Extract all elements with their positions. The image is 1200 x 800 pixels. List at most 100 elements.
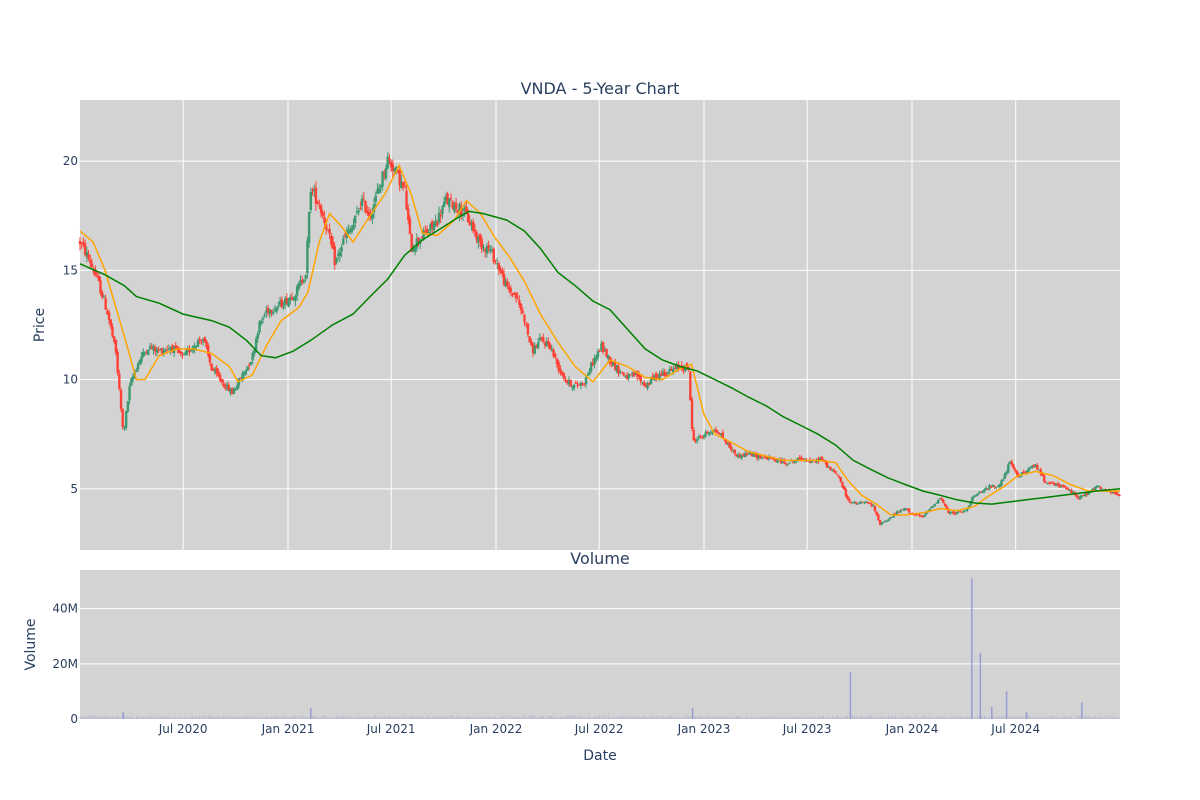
candlestick — [511, 292, 514, 298]
date-x-tick-label: Jan 2023 — [677, 722, 731, 736]
volume-bar — [506, 715, 508, 719]
candlestick — [983, 488, 986, 494]
date-axis-title: Date — [583, 748, 616, 764]
volume-bar — [985, 716, 987, 719]
candlestick — [762, 456, 766, 459]
volume-bar — [465, 717, 467, 719]
volume-bar — [778, 717, 780, 719]
candlestick — [147, 349, 150, 356]
volume-bar — [737, 716, 739, 719]
candlestick — [1078, 494, 1082, 500]
candlestick — [595, 354, 598, 363]
volume-bar — [633, 717, 635, 719]
volume-bar — [139, 717, 141, 719]
volume-bar — [983, 715, 985, 719]
candlestick — [314, 181, 318, 211]
volume-bar — [515, 716, 517, 719]
candlestick — [836, 473, 839, 476]
candlestick — [1037, 469, 1041, 471]
volume-bar — [925, 717, 927, 719]
candlestick — [104, 294, 107, 310]
volume-bar — [992, 716, 994, 719]
volume-bar — [197, 717, 199, 719]
volume-bar — [662, 716, 664, 719]
volume-bar — [575, 716, 577, 719]
volume-bar — [183, 717, 185, 719]
candlestick — [974, 494, 978, 498]
candlestick — [885, 519, 889, 523]
volume-bar — [854, 715, 855, 719]
candlestick — [586, 372, 589, 376]
volume-bar — [623, 716, 625, 719]
candlestick — [465, 201, 468, 214]
candlestick — [1046, 482, 1049, 485]
volume-bar — [1081, 702, 1083, 719]
candlestick — [301, 276, 304, 286]
candlestick — [277, 302, 280, 310]
volume-bar — [664, 717, 666, 719]
volume-bar — [416, 716, 418, 719]
candlestick — [468, 215, 471, 227]
volume-bar — [842, 717, 843, 719]
volume-bar — [688, 716, 690, 719]
volume-bar — [341, 716, 342, 719]
volume-bar — [583, 717, 585, 719]
volume-bar — [247, 716, 248, 719]
volume-panel: 0 20M 40M Jul 2020 Jan 2021 Jul 2021 Jan 2022… — [23, 549, 1120, 764]
candlestick — [222, 379, 225, 388]
volume-bar — [1036, 717, 1038, 719]
candlestick — [143, 351, 147, 356]
volume-bar — [934, 717, 936, 719]
volume-bar — [783, 717, 785, 719]
volume-bar — [549, 716, 551, 719]
candlestick — [1063, 484, 1066, 488]
candlestick — [863, 500, 866, 505]
candlestick — [328, 223, 331, 240]
volume-bar — [979, 652, 982, 719]
volume-bar — [474, 717, 476, 719]
volume-bar — [693, 716, 695, 719]
candlestick — [978, 490, 981, 495]
candlestick — [964, 510, 967, 512]
candlestick — [538, 333, 542, 343]
volume-bar — [320, 716, 322, 719]
price-plot-background — [80, 100, 1120, 550]
volume-bar — [231, 717, 233, 719]
candlestick — [660, 369, 663, 377]
volume-bar — [192, 715, 194, 719]
candlestick — [246, 366, 249, 372]
candlestick — [242, 371, 246, 379]
candlestick — [494, 259, 497, 265]
candlestick — [215, 365, 218, 377]
candlestick — [1015, 470, 1019, 477]
candlestick — [342, 235, 345, 246]
candlestick — [656, 374, 660, 379]
candlestick — [689, 370, 692, 401]
volume-bar — [477, 716, 479, 719]
volume-bar — [657, 715, 659, 719]
candlestick — [227, 382, 230, 392]
candlestick — [842, 485, 846, 490]
candlestick — [107, 309, 111, 325]
volume-bar — [151, 715, 153, 719]
candlestick — [449, 193, 453, 201]
volume-bar — [612, 716, 614, 719]
candlestick — [437, 206, 441, 225]
volume-bar — [963, 717, 965, 719]
volume-bar — [872, 717, 874, 719]
volume-bar — [614, 717, 616, 719]
volume-bar — [765, 717, 766, 719]
candlestick — [82, 237, 85, 248]
candlestick — [878, 519, 882, 526]
volume-bar — [1117, 716, 1119, 719]
candlestick — [820, 455, 824, 460]
volume-bar — [616, 717, 618, 719]
candlestick — [1012, 463, 1015, 470]
volume-bar — [556, 717, 558, 719]
volume-bar — [860, 715, 862, 719]
volume-bar — [912, 717, 913, 719]
candlestick — [85, 246, 89, 263]
candlestick — [562, 372, 566, 381]
candlestick — [557, 359, 560, 375]
candlestick — [343, 232, 347, 239]
